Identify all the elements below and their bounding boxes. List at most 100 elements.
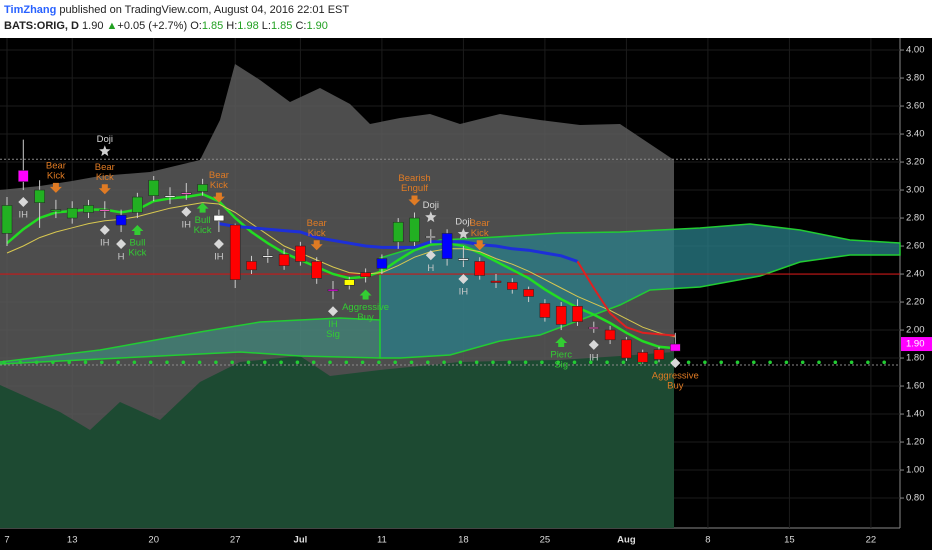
candle-body bbox=[213, 214, 225, 222]
candle-body bbox=[34, 189, 45, 203]
support-dot bbox=[344, 360, 349, 365]
signal-label: Pierc bbox=[550, 350, 572, 361]
signal-label: Aggressive bbox=[652, 371, 699, 382]
signal-label: Kick bbox=[210, 180, 228, 191]
candle-body bbox=[621, 339, 632, 359]
indicator-line bbox=[576, 260, 676, 337]
candle-body bbox=[344, 279, 355, 286]
support-dot bbox=[230, 360, 234, 365]
support-dot bbox=[100, 360, 104, 365]
symbol: BATS:ORIG, D bbox=[4, 20, 79, 32]
candle-body bbox=[458, 258, 469, 261]
support-dot bbox=[51, 360, 55, 365]
o-label: O: bbox=[190, 20, 202, 32]
y-tick-label: 3.20 bbox=[906, 157, 925, 168]
support-dot bbox=[523, 360, 528, 365]
candle-body bbox=[392, 221, 404, 243]
candle-body bbox=[246, 261, 257, 271]
support-dot bbox=[409, 360, 414, 365]
signal-label: Buy bbox=[667, 381, 684, 392]
y-tick-label: 1.00 bbox=[906, 465, 925, 476]
signal-label: Bear bbox=[470, 218, 490, 229]
support-dot bbox=[148, 360, 153, 365]
candle-body bbox=[572, 305, 583, 322]
signal-arrow bbox=[408, 195, 421, 206]
x-tick-label: Jul bbox=[294, 535, 308, 546]
y-tick-label: 2.60 bbox=[906, 241, 925, 252]
y-tick-label: 2.20 bbox=[906, 297, 925, 308]
candle-body bbox=[539, 303, 551, 318]
signal-label: IH bbox=[589, 352, 599, 363]
right-cloud bbox=[379, 223, 901, 359]
support-dot bbox=[800, 360, 805, 365]
support-dot bbox=[214, 360, 218, 365]
x-tick-label: 11 bbox=[377, 535, 387, 546]
y-tick-label: 2.00 bbox=[906, 325, 925, 336]
support-dot bbox=[295, 360, 300, 365]
quote-line: BATS:ORIG, D 1.90 ▲+0.05 (+2.7%) O:1.85 … bbox=[4, 18, 924, 34]
author[interactable]: TimZhang bbox=[4, 4, 57, 16]
support-dot bbox=[784, 360, 789, 365]
y-tick-label: 3.40 bbox=[906, 129, 925, 140]
publish-line: TimZhang published on TradingView.com, A… bbox=[4, 2, 924, 18]
y-tick-label: 1.60 bbox=[906, 381, 925, 392]
signal-label: Kick bbox=[194, 225, 212, 236]
signal-label: Engulf bbox=[401, 183, 428, 194]
signal-label: Buy bbox=[357, 312, 374, 323]
support-dot bbox=[572, 360, 577, 365]
support-dot bbox=[263, 360, 267, 365]
candle-body bbox=[164, 195, 176, 198]
candle-body bbox=[555, 305, 567, 325]
support-dot bbox=[752, 360, 756, 365]
signal-arrow bbox=[473, 240, 486, 251]
y-tick-label: 0.80 bbox=[906, 493, 925, 504]
signal-label: Bear bbox=[209, 170, 229, 181]
candle-body bbox=[441, 233, 453, 259]
change: +0.05 (+2.7%) bbox=[117, 20, 188, 32]
support-dot bbox=[719, 360, 723, 365]
support-dot bbox=[328, 360, 332, 365]
candle-body bbox=[604, 329, 616, 341]
support-dot bbox=[686, 360, 691, 365]
support-dot bbox=[817, 360, 821, 365]
candle-body bbox=[18, 170, 29, 182]
header: TimZhang published on TradingView.com, A… bbox=[4, 2, 924, 36]
support-dot bbox=[507, 360, 512, 365]
candle-body bbox=[229, 224, 241, 280]
candle-body bbox=[360, 272, 371, 278]
support-dot bbox=[703, 360, 707, 365]
support-dot bbox=[540, 360, 544, 365]
support-dot bbox=[34, 360, 39, 365]
signal-arrow bbox=[212, 192, 225, 203]
x-tick-label: 8 bbox=[705, 535, 710, 546]
signal-label: Bear bbox=[46, 160, 66, 171]
signal-arrow bbox=[196, 202, 209, 213]
candle-body bbox=[311, 261, 322, 279]
signal-diamond bbox=[458, 274, 469, 285]
support-dot bbox=[768, 360, 772, 365]
o: 1.85 bbox=[201, 20, 224, 32]
support-dot bbox=[426, 360, 430, 365]
signal-label: Bearish bbox=[398, 173, 430, 184]
y-tick-label: 1.80 bbox=[906, 353, 925, 364]
y-tick-label: 3.80 bbox=[906, 73, 925, 84]
x-tick-label: 22 bbox=[866, 535, 877, 546]
signal-label: Kick bbox=[96, 172, 114, 183]
signal-label: Kick bbox=[308, 228, 326, 239]
support-dot bbox=[491, 360, 495, 365]
support-dot bbox=[556, 360, 560, 365]
support-dot bbox=[18, 360, 23, 365]
signal-arrow bbox=[310, 240, 323, 251]
h: 1.98 bbox=[237, 20, 259, 32]
signal-arrow bbox=[49, 182, 62, 193]
support-dot bbox=[165, 360, 169, 365]
x-tick-label: 25 bbox=[540, 535, 551, 546]
signal-diamond bbox=[425, 250, 436, 261]
y-tick-label: 2.40 bbox=[906, 269, 925, 280]
signal-label: Bear bbox=[307, 218, 327, 229]
candle-body bbox=[637, 352, 648, 363]
x-tick-label: 15 bbox=[784, 535, 795, 546]
signal-label: Kick bbox=[47, 170, 65, 181]
support-dot bbox=[474, 360, 479, 365]
